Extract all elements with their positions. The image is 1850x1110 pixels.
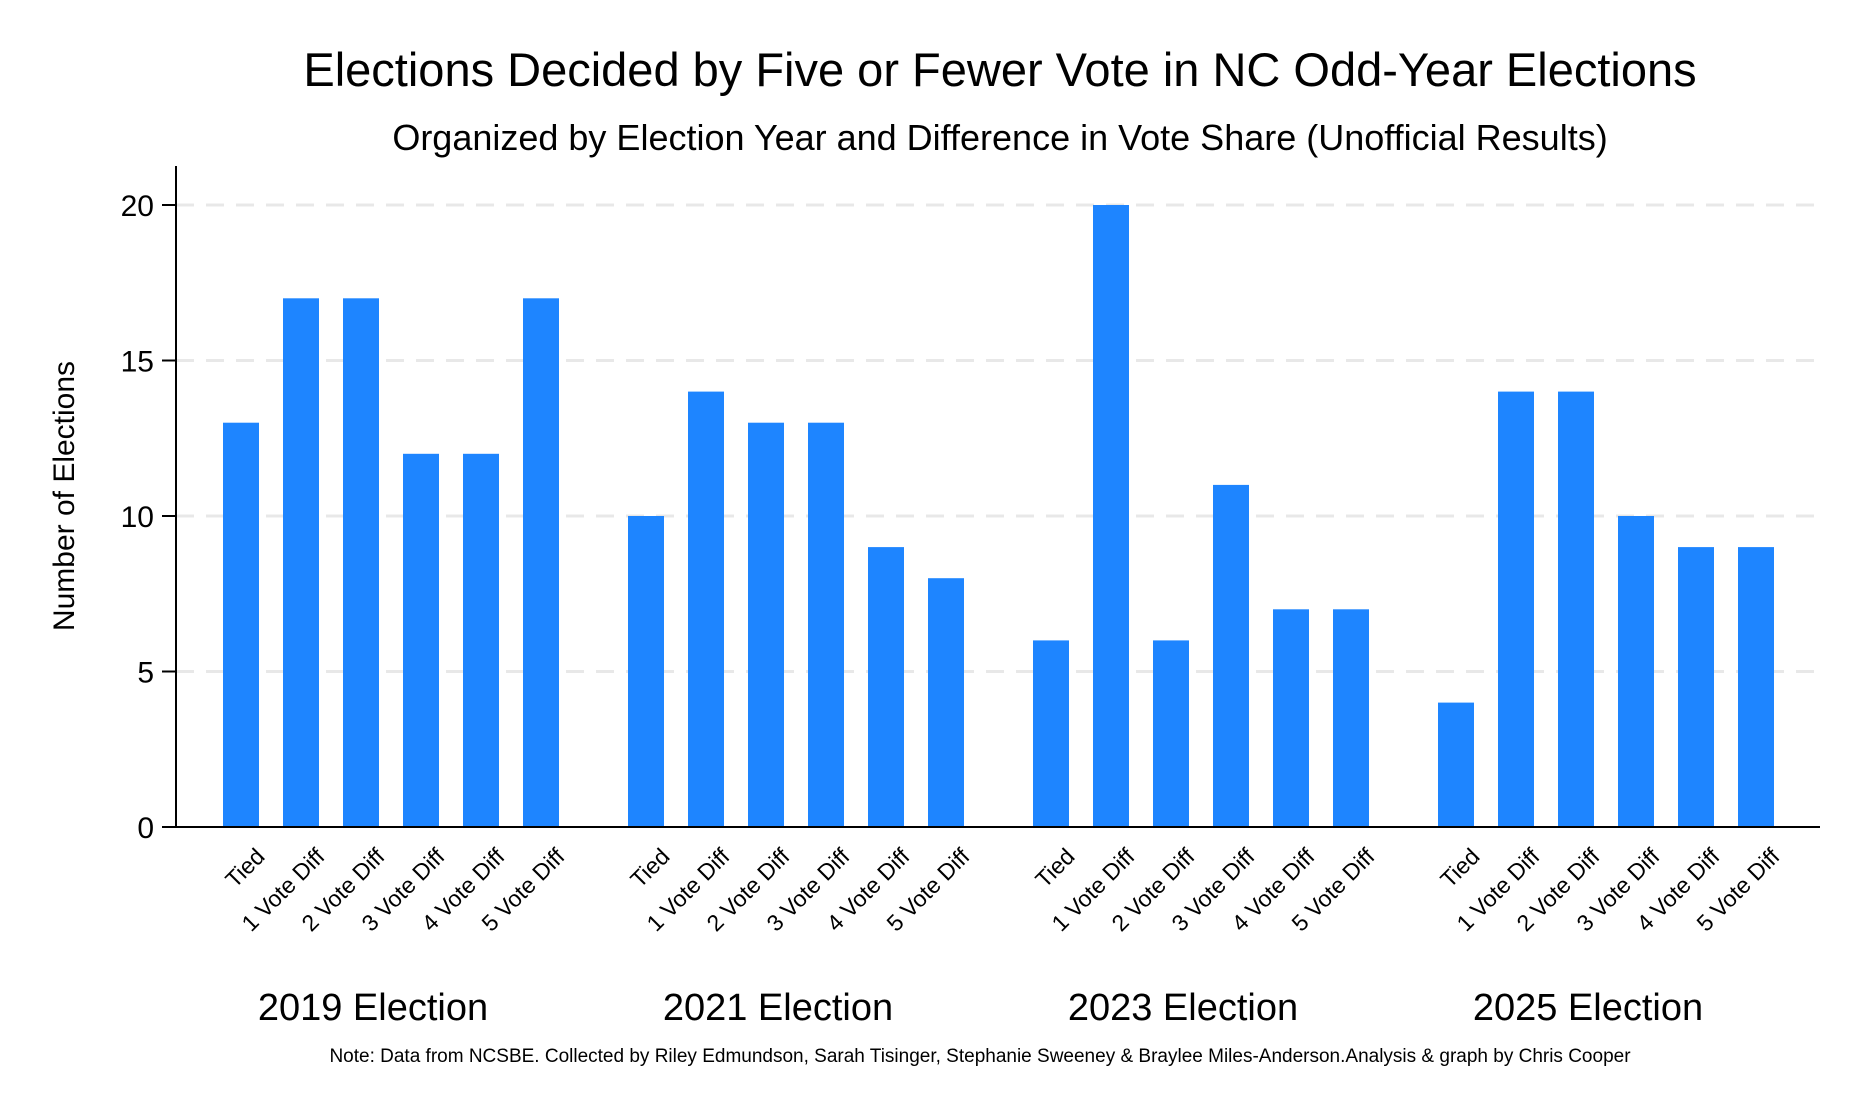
bar-2025-2: [1558, 391, 1594, 827]
bar-2021-5: [928, 578, 964, 827]
y-tick-label: 10: [121, 501, 154, 534]
bar-2021-4: [868, 547, 904, 827]
bar-2021-3: [808, 422, 844, 827]
group-label: 2023 Election: [1068, 987, 1298, 1029]
chart-note: Note: Data from NCSBE. Collected by Rile…: [329, 1046, 1631, 1067]
bar-2025-5: [1738, 547, 1774, 827]
bar-2019-4: [463, 453, 499, 827]
bar-2025-0: [1438, 702, 1474, 827]
x-tick-label: Tied: [1030, 843, 1079, 892]
y-axis-label: Number of Elections: [48, 361, 81, 631]
chart-title: Elections Decided by Five or Fewer Vote …: [303, 43, 1696, 96]
group-label: 2021 Election: [663, 987, 893, 1029]
bar-2019-5: [523, 298, 559, 827]
bar-2025-3: [1618, 516, 1654, 827]
bar-2025-1: [1498, 391, 1534, 827]
bar-2023-3: [1213, 484, 1249, 827]
bar-2019-1: [283, 298, 319, 827]
group-label: 2025 Election: [1473, 987, 1703, 1029]
bar-2021-1: [688, 391, 724, 827]
group-label: 2019 Election: [258, 987, 488, 1029]
bar-2023-1: [1093, 205, 1129, 827]
y-tick-label: 5: [137, 657, 154, 690]
bar-2021-0: [628, 516, 664, 827]
x-tick-label: Tied: [220, 843, 269, 892]
bar-2019-0: [223, 422, 259, 827]
bar-2023-5: [1333, 609, 1369, 827]
x-tick-label: Tied: [625, 843, 674, 892]
y-tick-label: 15: [121, 346, 154, 379]
bar-2019-2: [343, 298, 379, 827]
bar-2025-4: [1678, 547, 1714, 827]
chart-subtitle: Organized by Election Year and Differenc…: [392, 117, 1607, 158]
bar-2023-2: [1153, 640, 1189, 827]
bar-2019-3: [403, 453, 439, 827]
bar-2023-4: [1273, 609, 1309, 827]
bar-2023-0: [1033, 640, 1069, 827]
y-tick-label: 0: [137, 812, 154, 845]
x-tick-label: Tied: [1435, 843, 1484, 892]
bar-2021-2: [748, 422, 784, 827]
y-tick-label: 20: [121, 190, 154, 223]
